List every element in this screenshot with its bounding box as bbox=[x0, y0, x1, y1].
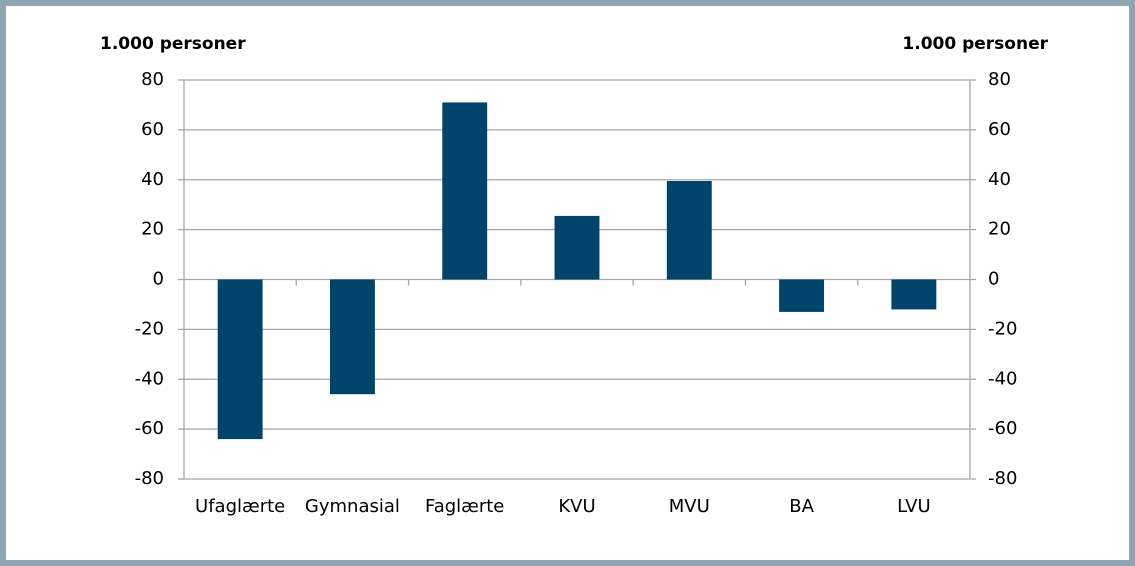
y2-axis-label: 1.000 personer bbox=[902, 34, 1048, 54]
bar bbox=[217, 279, 263, 440]
y2-tick-label: -60 bbox=[988, 418, 1017, 439]
y-tick-label: 80 bbox=[141, 69, 164, 90]
bar bbox=[554, 215, 600, 280]
y2-tick-label: 0 bbox=[988, 269, 999, 290]
x-tick-label: KVU bbox=[558, 496, 595, 517]
y-tick-label: -40 bbox=[135, 368, 164, 389]
y2-tick-label: 60 bbox=[988, 119, 1011, 140]
x-tick-label: LVU bbox=[897, 496, 931, 517]
y2-tick-label: -40 bbox=[988, 368, 1017, 389]
x-tick-label: Ufaglærte bbox=[195, 496, 285, 517]
y-tick-label: -20 bbox=[135, 318, 164, 339]
x-tick-label: MVU bbox=[669, 496, 710, 517]
y-tick-label: 20 bbox=[141, 219, 164, 240]
y-tick-label: 40 bbox=[141, 169, 164, 190]
y-tick-label: -80 bbox=[135, 468, 164, 489]
y-axis-label: 1.000 personer bbox=[100, 34, 246, 54]
bar bbox=[329, 279, 375, 395]
bar bbox=[666, 180, 712, 280]
y2-tick-label: 40 bbox=[988, 169, 1011, 190]
bar bbox=[442, 102, 488, 280]
x-tick-label: Gymnasial bbox=[305, 496, 400, 517]
y2-tick-label: -20 bbox=[988, 318, 1017, 339]
y-tick-label: 0 bbox=[153, 269, 164, 290]
bar bbox=[891, 279, 937, 310]
bar bbox=[779, 279, 825, 312]
y2-tick-label: -80 bbox=[988, 468, 1017, 489]
y2-tick-label: 80 bbox=[988, 69, 1011, 90]
y-tick-label: -60 bbox=[135, 418, 164, 439]
y-tick-label: 60 bbox=[141, 119, 164, 140]
x-tick-label: Faglærte bbox=[425, 496, 504, 517]
y2-tick-label: 20 bbox=[988, 219, 1011, 240]
x-tick-label: BA bbox=[789, 496, 814, 517]
